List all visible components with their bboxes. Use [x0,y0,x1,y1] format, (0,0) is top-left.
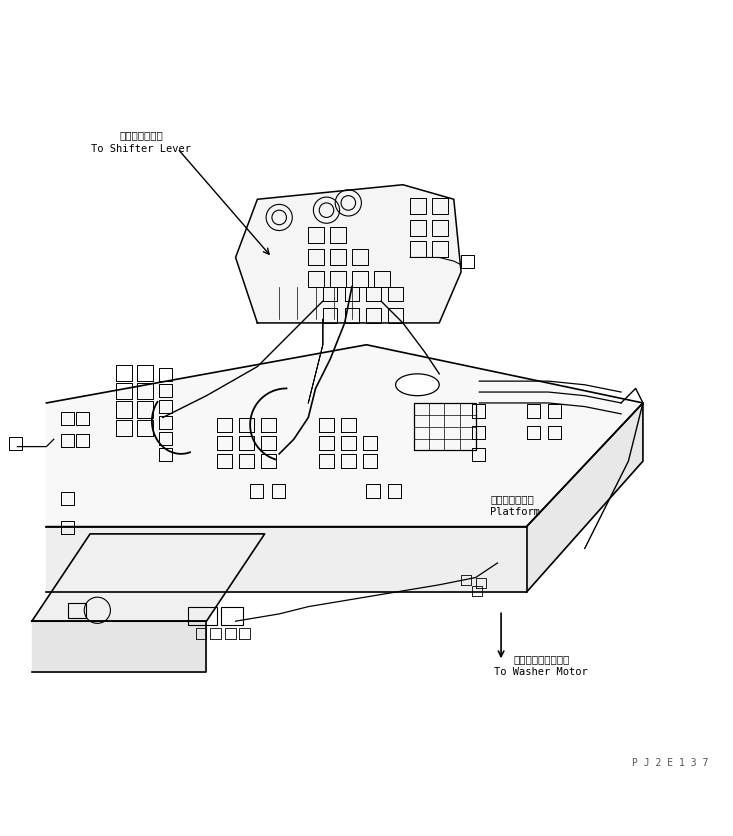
Bar [414,404,476,451]
Polygon shape [32,534,265,621]
Polygon shape [32,621,207,672]
Bar [188,607,218,625]
Ellipse shape [396,375,439,396]
Polygon shape [235,186,461,324]
Polygon shape [526,404,643,593]
Text: P J 2 E 1 3 7: P J 2 E 1 3 7 [632,757,708,767]
Polygon shape [46,345,643,527]
Text: プラットホーム
Platform: プラットホーム Platform [490,493,540,517]
Text: シフタレバーヘ
To Shifter Lever: シフタレバーヘ To Shifter Lever [91,130,191,154]
Bar [221,607,243,625]
Bar [68,604,86,618]
Text: ウォッシャモータヘ
To Washer Motor: ウォッシャモータヘ To Washer Motor [494,654,588,676]
Polygon shape [46,527,526,593]
